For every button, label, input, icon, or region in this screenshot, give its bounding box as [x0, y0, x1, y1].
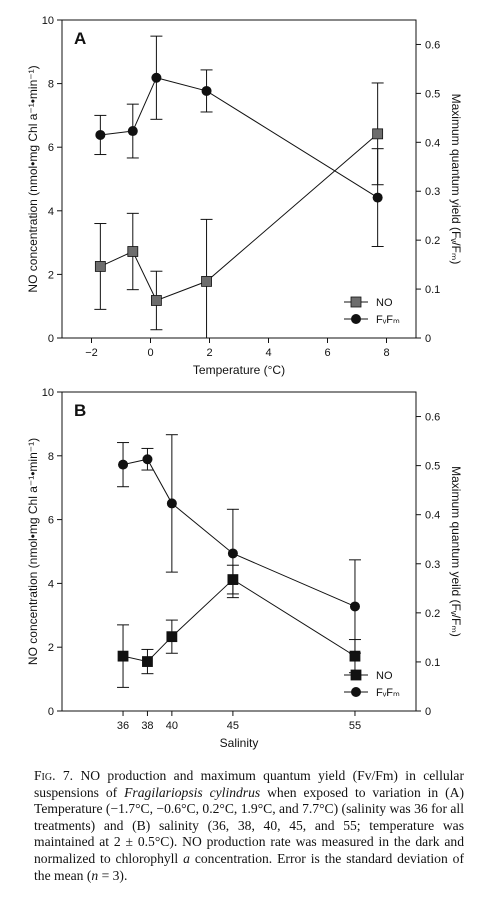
- y-axis-label: NO concentration (nmol•mg Chl a⁻¹•min⁻¹): [26, 438, 40, 665]
- y2-tick-label: 0: [425, 333, 431, 345]
- y-tick-label: 4: [48, 578, 54, 590]
- y2-tick-label: 0.3: [425, 186, 440, 198]
- data-point-square: [201, 275, 212, 287]
- y2-tick-label: 0.3: [425, 559, 440, 571]
- legend-label: FᵥFₘ: [376, 314, 400, 326]
- panel-label: A: [74, 29, 86, 48]
- series-line: [122, 458, 356, 607]
- caption-chl-a: a: [183, 850, 190, 866]
- caption-species: Fragilariopsis cylindrus: [124, 784, 261, 800]
- y2-tick-label: 0.6: [425, 412, 440, 424]
- data-point-square: [166, 631, 178, 643]
- data-point-square: [142, 656, 153, 667]
- y-tick-label: 8: [48, 451, 54, 463]
- data-point-square: [372, 128, 384, 140]
- y2-tick-label: 0.4: [425, 137, 440, 149]
- data-point-square: [127, 246, 139, 257]
- legend-label: FᵥFₘ: [376, 687, 400, 699]
- y2-axis-label: Maximum quantum yeild (Fᵥ/Fₘ): [449, 466, 463, 637]
- plot-frame: [61, 19, 417, 339]
- y-tick-label: 2: [48, 269, 54, 281]
- plot-frame: [61, 391, 417, 712]
- y2-tick-label: 0.5: [425, 461, 440, 473]
- y-tick-label: 8: [48, 79, 54, 91]
- data-point-circle: [349, 601, 360, 612]
- legend-marker-circle: [351, 687, 361, 697]
- x-tick-label: 2: [206, 347, 212, 359]
- panel-b-chart: B 36 38 40 45 55 0 2 4 6 8 10 0 0.1 0.2 0.3 0.4 0.5 0.6 Sal…: [26, 387, 463, 750]
- y2-tick-label: 0: [425, 706, 431, 718]
- x-tick-label: 38: [141, 720, 153, 732]
- data-point-circle: [127, 126, 138, 137]
- legend-label: NO: [376, 297, 393, 309]
- caption-label: Fig. 7.: [34, 768, 74, 783]
- data-point-circle: [201, 85, 212, 96]
- y-tick-label: 0: [48, 333, 54, 345]
- y2-tick-label: 0.1: [425, 657, 440, 669]
- x-tick-label: 0: [147, 347, 153, 359]
- y-tick-label: 6: [48, 515, 54, 527]
- y-tick-label: 6: [48, 142, 54, 154]
- x-tick-label: 8: [383, 347, 389, 359]
- x-tick-label: −2: [85, 347, 98, 359]
- y-tick-label: 2: [48, 642, 54, 654]
- legend-marker-circle: [351, 314, 361, 324]
- data-point-circle: [95, 129, 106, 140]
- series-line: [100, 133, 378, 302]
- legend-marker-square: [350, 669, 362, 681]
- x-tick-label: 40: [166, 720, 178, 732]
- y2-tick-label: 0.2: [425, 235, 440, 247]
- data-point-circle: [372, 192, 383, 203]
- y-tick-label: 10: [42, 15, 54, 27]
- y-axis-label: NO concentration (nmol•mg Chl a⁻¹•min⁻¹): [26, 65, 40, 292]
- legend-label: NO: [376, 670, 393, 682]
- figure-caption: Fig. 7. NO production and maximum quantu…: [34, 768, 464, 884]
- legend-marker-square: [350, 296, 362, 308]
- y-tick-label: 0: [48, 706, 54, 718]
- y-tick-label: 10: [42, 387, 54, 399]
- data-point-circle: [227, 548, 238, 559]
- data-point-square: [150, 295, 162, 306]
- y2-axis-label: Maximum quantum yield (Fᵥ/Fₘ): [449, 94, 463, 265]
- y2-tick-label: 0.5: [425, 88, 440, 100]
- x-tick-label: 55: [349, 720, 361, 732]
- y-tick-label: 4: [48, 206, 54, 218]
- x-axis-label: Temperature (°C): [193, 363, 285, 377]
- data-point-circle: [142, 454, 153, 465]
- x-tick-label: 36: [117, 720, 129, 732]
- panel-label: B: [74, 401, 86, 420]
- caption-text-2: when exposed to variation in (A) Tempera…: [34, 784, 465, 866]
- data-point-square: [94, 261, 106, 272]
- y2-tick-label: 0.2: [425, 608, 440, 620]
- y2-tick-label: 0.1: [425, 284, 440, 296]
- y2-tick-label: 0.4: [425, 510, 440, 522]
- data-point-circle: [118, 459, 129, 470]
- figure: A −2 0 2 4 6 8 0 2 4 6 8 10 0 0.1 0.2 0.3 0.4 0.5 0.6 Temper…: [26, 15, 463, 750]
- data-point-circle: [151, 72, 162, 83]
- data-point-square: [117, 650, 129, 662]
- x-tick-label: 6: [324, 347, 330, 359]
- caption-n: n: [91, 867, 99, 883]
- caption-text-3: concentration. Error is the standard dev…: [34, 850, 464, 883]
- data-point-circle: [166, 498, 177, 509]
- y2-tick-label: 0.6: [425, 39, 440, 51]
- series-line: [100, 77, 378, 199]
- caption-text-1: NO production and maximum quantum yield …: [34, 768, 464, 800]
- panel-a-chart: A −2 0 2 4 6 8 0 2 4 6 8 10 0 0.1 0.2 0.3 0.4 0.5 0.6 Temper…: [26, 15, 463, 377]
- caption-text-4: = 3).: [98, 867, 128, 883]
- x-tick-label: 4: [265, 347, 271, 359]
- x-tick-label: 45: [227, 720, 239, 732]
- x-axis-label: Salinity: [220, 736, 259, 750]
